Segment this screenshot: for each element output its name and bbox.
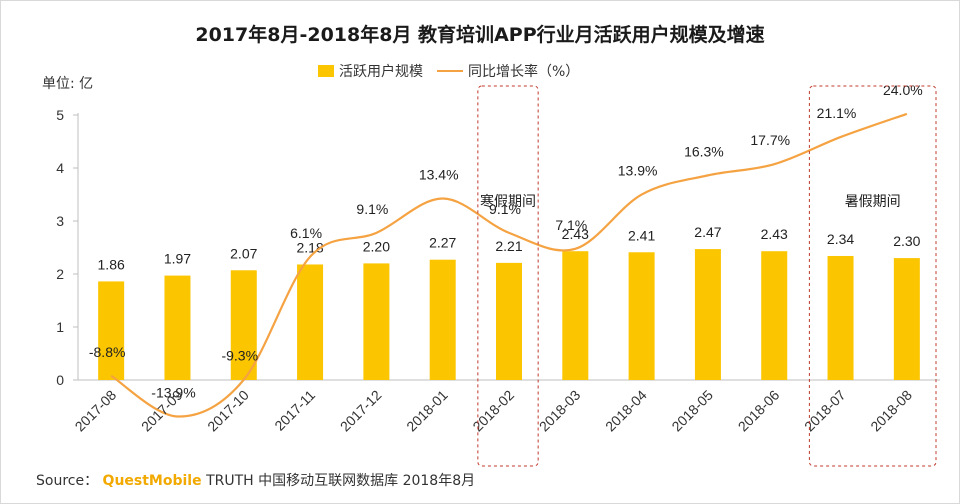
bar-value-label: 2.43 — [761, 226, 788, 242]
bar-value-label: 2.34 — [827, 231, 854, 247]
legend: 活跃用户规模 同比增长率（%） — [318, 61, 593, 81]
x-tick-label: 2018-08 — [867, 387, 915, 435]
bar-value-label: 1.97 — [164, 251, 191, 267]
bar-value-label: 2.47 — [694, 224, 721, 240]
x-tick-label: 2018-06 — [735, 387, 783, 435]
bar-2018-03 — [562, 251, 589, 380]
legend-line-swatch — [437, 70, 463, 72]
growth-rate-label: 24.0% — [883, 82, 923, 98]
growth-rate-label: 13.9% — [618, 163, 658, 179]
bar-2018-06 — [761, 251, 788, 380]
x-tick-label: 2017-11 — [271, 387, 318, 434]
bar-value-label: 2.21 — [495, 238, 522, 254]
x-tick-label: 2018-07 — [801, 387, 849, 435]
x-tick-label: 2017-12 — [337, 387, 385, 435]
bar-value-label: 2.27 — [429, 235, 456, 251]
bar-2017-11 — [297, 264, 324, 380]
y-tick-label: 5 — [56, 107, 64, 123]
legend-line-label: 同比增长率（%） — [468, 64, 580, 80]
x-tick-label: 2018-04 — [602, 387, 650, 435]
x-tick-label: 2018-01 — [403, 387, 451, 435]
y-tick-label: 2 — [56, 266, 64, 282]
bar-2018-07 — [827, 255, 854, 380]
summer-break-label: 暑假期间 — [845, 193, 901, 209]
growth-rate-line — [110, 112, 908, 418]
bar-2018-04 — [628, 252, 655, 380]
y-axis-unit-label: 单位: 亿 — [42, 76, 94, 92]
bar-2018-01 — [429, 259, 456, 380]
growth-rate-label: 21.1% — [817, 105, 857, 121]
bar-2018-02 — [496, 262, 522, 380]
legend-item-line: 同比增长率（%） — [437, 61, 579, 81]
legend-bar-swatch — [318, 65, 334, 77]
x-tick-label: 2017-08 — [72, 387, 120, 435]
bar-value-label: 2.30 — [893, 233, 920, 249]
legend-item-bar: 活跃用户规模 — [318, 61, 423, 81]
bar-2017-09 — [164, 275, 191, 380]
growth-rate-label: 9.1% — [356, 201, 388, 217]
growth-rate-label: 13.4% — [419, 167, 459, 183]
winter-break-box — [477, 85, 539, 467]
growth-rate-label: 9.1% — [489, 201, 521, 217]
y-tick-label: 1 — [56, 319, 64, 335]
growth-rate-label: 16.3% — [684, 143, 724, 159]
x-tick-label: 2017-10 — [204, 387, 252, 435]
bar-2017-12 — [363, 263, 390, 380]
bar-value-label: 2.20 — [363, 238, 390, 254]
y-tick-label: 4 — [56, 160, 64, 176]
bar-2017-08 — [98, 281, 125, 380]
y-tick-label: 0 — [56, 372, 64, 388]
chart-title: 2017年8月-2018年8月 教育培训APP行业月活跃用户规模及增速 — [195, 24, 765, 46]
growth-rate-label: 6.1% — [290, 225, 322, 241]
bar-value-label: 2.41 — [628, 227, 655, 243]
source-brand: QuestMobile — [102, 473, 202, 489]
bar-value-label: 1.86 — [98, 256, 125, 272]
bar-2017-10 — [230, 270, 257, 380]
winter-break-label: 寒假期间 — [480, 193, 536, 209]
growth-rate-label: -9.3% — [221, 348, 258, 364]
x-tick-label: 2018-05 — [668, 387, 716, 435]
x-tick-label: 2018-03 — [536, 387, 584, 435]
source-prefix: Source： — [36, 473, 99, 489]
x-tick-label: 2018-02 — [469, 387, 517, 435]
bar-2018-05 — [694, 249, 721, 380]
growth-rate-label: 7.1% — [555, 217, 587, 233]
source-note: Source： QuestMobile TRUTH 中国移动互联网数据库 201… — [36, 470, 475, 490]
growth-rate-label: -13.9% — [151, 384, 195, 400]
source-suffix: TRUTH 中国移动互联网数据库 2018年8月 — [206, 473, 476, 489]
growth-rate-label: -8.8% — [89, 344, 126, 360]
bar-value-label: 2.07 — [230, 245, 257, 261]
growth-rate-label: 17.7% — [750, 132, 790, 148]
bar-2018-08 — [893, 258, 920, 380]
y-tick-label: 3 — [56, 213, 64, 229]
bar-value-label: 2.43 — [562, 226, 589, 242]
legend-bar-label: 活跃用户规模 — [339, 64, 423, 80]
